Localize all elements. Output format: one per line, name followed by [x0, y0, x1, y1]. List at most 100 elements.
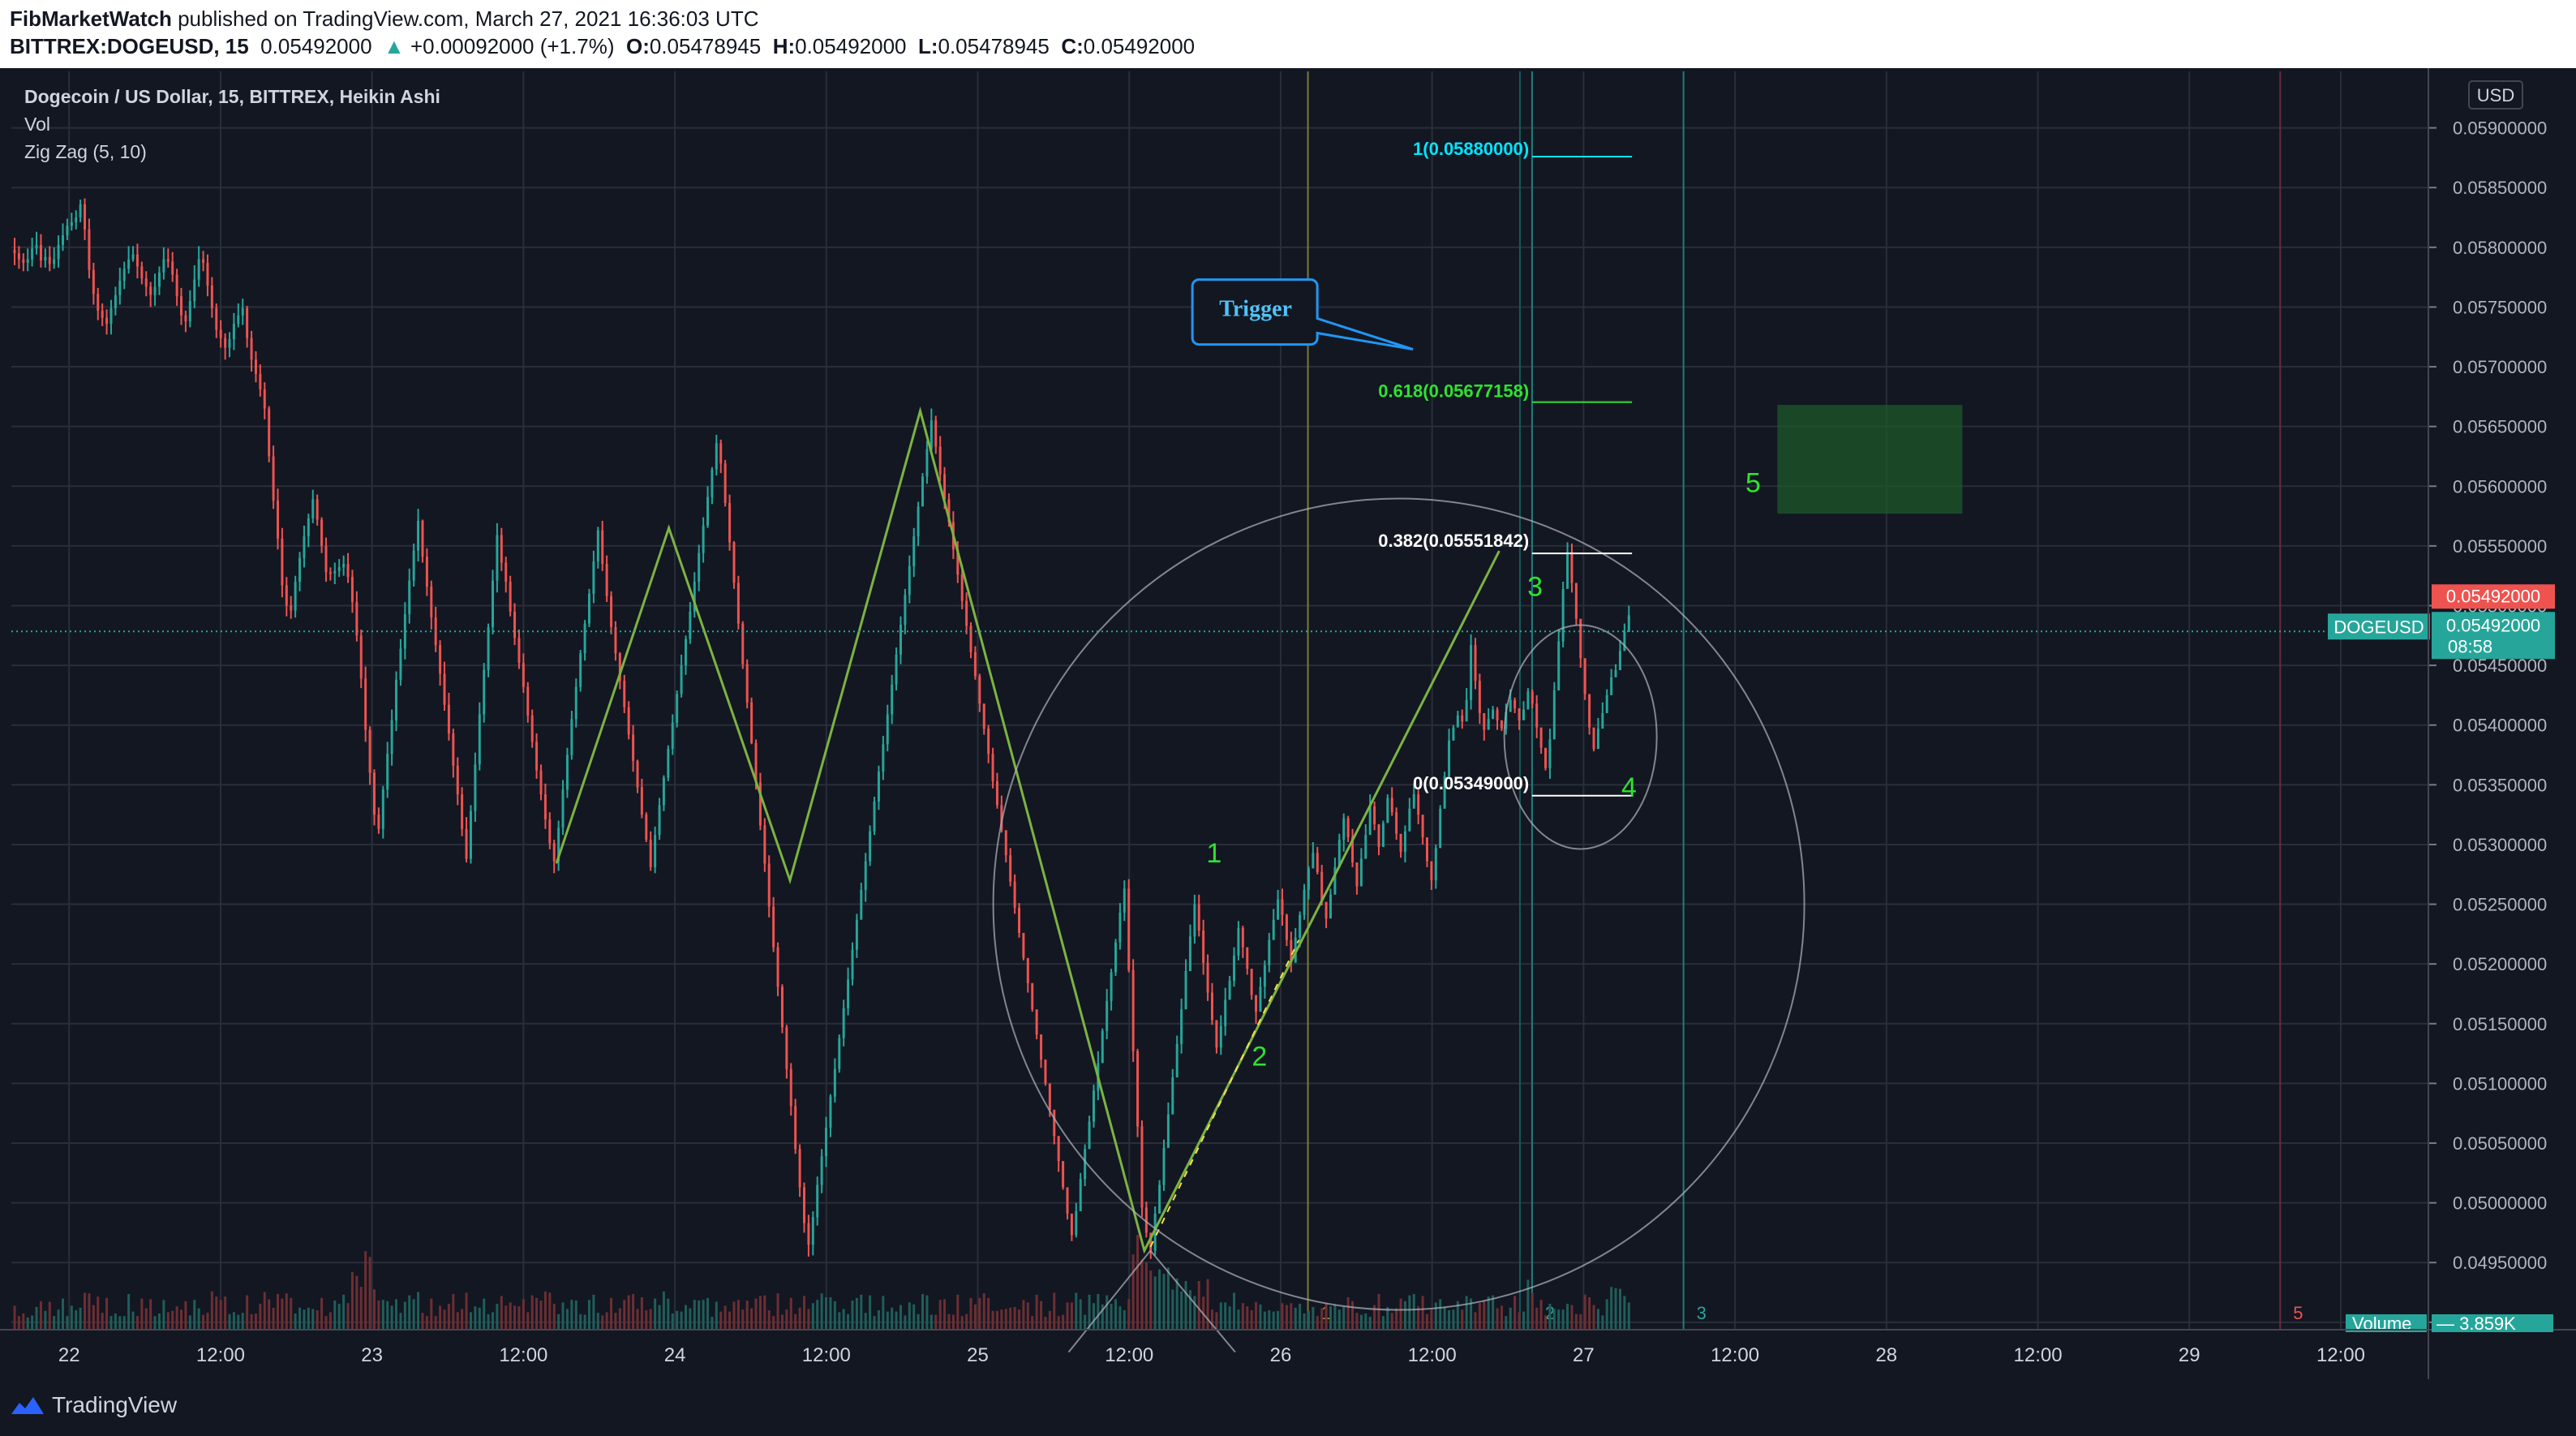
candle-body	[882, 744, 885, 772]
volume-bar	[596, 1313, 599, 1330]
volume-bar	[965, 1313, 968, 1330]
volume-bar	[1219, 1302, 1222, 1330]
volume-bar	[706, 1297, 710, 1330]
candle-body	[1470, 645, 1473, 700]
volume-bar	[17, 1316, 20, 1330]
candle-body	[1040, 1034, 1043, 1060]
candle-body	[1596, 729, 1599, 750]
candle-body	[869, 831, 872, 862]
volume-bar	[184, 1301, 187, 1330]
candle-body	[79, 204, 82, 218]
volume-bar	[474, 1306, 477, 1330]
candle-body	[680, 665, 683, 694]
candle-body	[1188, 936, 1191, 971]
volume-bar	[1439, 1299, 1442, 1330]
candle-body	[259, 373, 262, 390]
candle-body	[1627, 615, 1630, 632]
candle-body	[1320, 871, 1324, 902]
candle-body	[66, 226, 69, 236]
candle-body	[978, 676, 981, 704]
candle-body	[1166, 1114, 1170, 1148]
tradingview-brand[interactable]: TradingView	[11, 1392, 177, 1418]
fib-level-label: 0(0.05349000)	[1413, 773, 1529, 793]
volume-bar	[277, 1294, 280, 1330]
candle-body	[658, 805, 661, 836]
candle-body	[1303, 889, 1306, 915]
volume-bar	[1013, 1307, 1016, 1330]
candle-body	[1465, 699, 1468, 722]
volume-bar	[421, 1313, 424, 1330]
candle-body	[1557, 641, 1561, 691]
footer-bar	[0, 1379, 2576, 1436]
candle-body	[492, 580, 494, 627]
candle-body	[355, 602, 358, 636]
volume-bar	[583, 1314, 586, 1330]
candle-body	[579, 653, 582, 687]
candle-body	[1259, 987, 1262, 1013]
candle-body	[636, 760, 639, 788]
candle-body	[767, 863, 771, 907]
volume-bar	[649, 1309, 652, 1330]
volume-bar	[364, 1251, 367, 1330]
candle-body	[982, 703, 985, 729]
candle-body	[1333, 866, 1337, 895]
candle-body	[539, 770, 543, 795]
volume-bar	[860, 1294, 863, 1330]
candle-body	[456, 765, 459, 795]
candle-body	[917, 506, 920, 537]
candle-body	[565, 755, 569, 790]
volume-bar	[772, 1316, 775, 1330]
candle-body	[1180, 1009, 1183, 1044]
candle-body	[118, 281, 122, 295]
volume-bar	[745, 1301, 749, 1330]
candle-body	[1566, 552, 1569, 589]
candle-body	[1531, 691, 1534, 704]
zigzag-point	[668, 527, 671, 530]
volume-bar	[246, 1295, 249, 1330]
candle-body	[794, 1106, 797, 1150]
volume-bar	[601, 1315, 604, 1330]
publisher-name[interactable]: FibMarketWatch	[10, 6, 172, 31]
volume-bar	[794, 1313, 797, 1330]
candle-body	[88, 229, 91, 270]
wave-label: 1	[1206, 838, 1221, 869]
volume-bar	[417, 1292, 420, 1330]
volume-bar	[1158, 1269, 1161, 1330]
volume-bar	[22, 1313, 25, 1330]
price-chart[interactable]: 1235 1(0.05880000)0.618(0.05677158)0.382…	[0, 68, 2576, 1379]
volume-bar	[359, 1287, 363, 1330]
volume-bar	[92, 1305, 95, 1330]
candle-body	[1140, 1126, 1144, 1208]
candle-body	[184, 315, 187, 322]
candle-body	[548, 819, 552, 844]
volume-bar	[1299, 1304, 1302, 1330]
wave-label: 4	[1621, 772, 1637, 803]
candle-body	[263, 389, 266, 409]
volume-bar	[1448, 1310, 1451, 1330]
volume-bar	[1307, 1310, 1310, 1330]
volume-bar	[193, 1300, 196, 1330]
volume-bar	[1421, 1296, 1424, 1330]
candle-body	[1202, 930, 1205, 963]
candle-body	[1448, 740, 1451, 777]
target-box	[1777, 405, 1963, 514]
volume-bar	[1188, 1290, 1191, 1330]
wave4-circle	[1503, 624, 1658, 850]
candle-body	[1610, 677, 1613, 695]
volume-bar	[785, 1309, 788, 1330]
candle-body	[487, 627, 490, 670]
volume-bar	[1500, 1305, 1503, 1330]
volume-bar	[333, 1301, 337, 1330]
volume-bar	[829, 1297, 832, 1330]
volume-bar	[908, 1302, 911, 1330]
volume-bar	[57, 1309, 60, 1330]
candle-body	[772, 906, 775, 948]
candle-body	[403, 613, 406, 649]
volume-bar	[166, 1312, 170, 1330]
candle-body	[1290, 939, 1293, 963]
candle-body	[789, 1068, 792, 1107]
candle-body	[987, 729, 990, 755]
candle-body	[1206, 962, 1209, 993]
candle-body	[763, 825, 766, 864]
candle-body	[1013, 881, 1016, 908]
